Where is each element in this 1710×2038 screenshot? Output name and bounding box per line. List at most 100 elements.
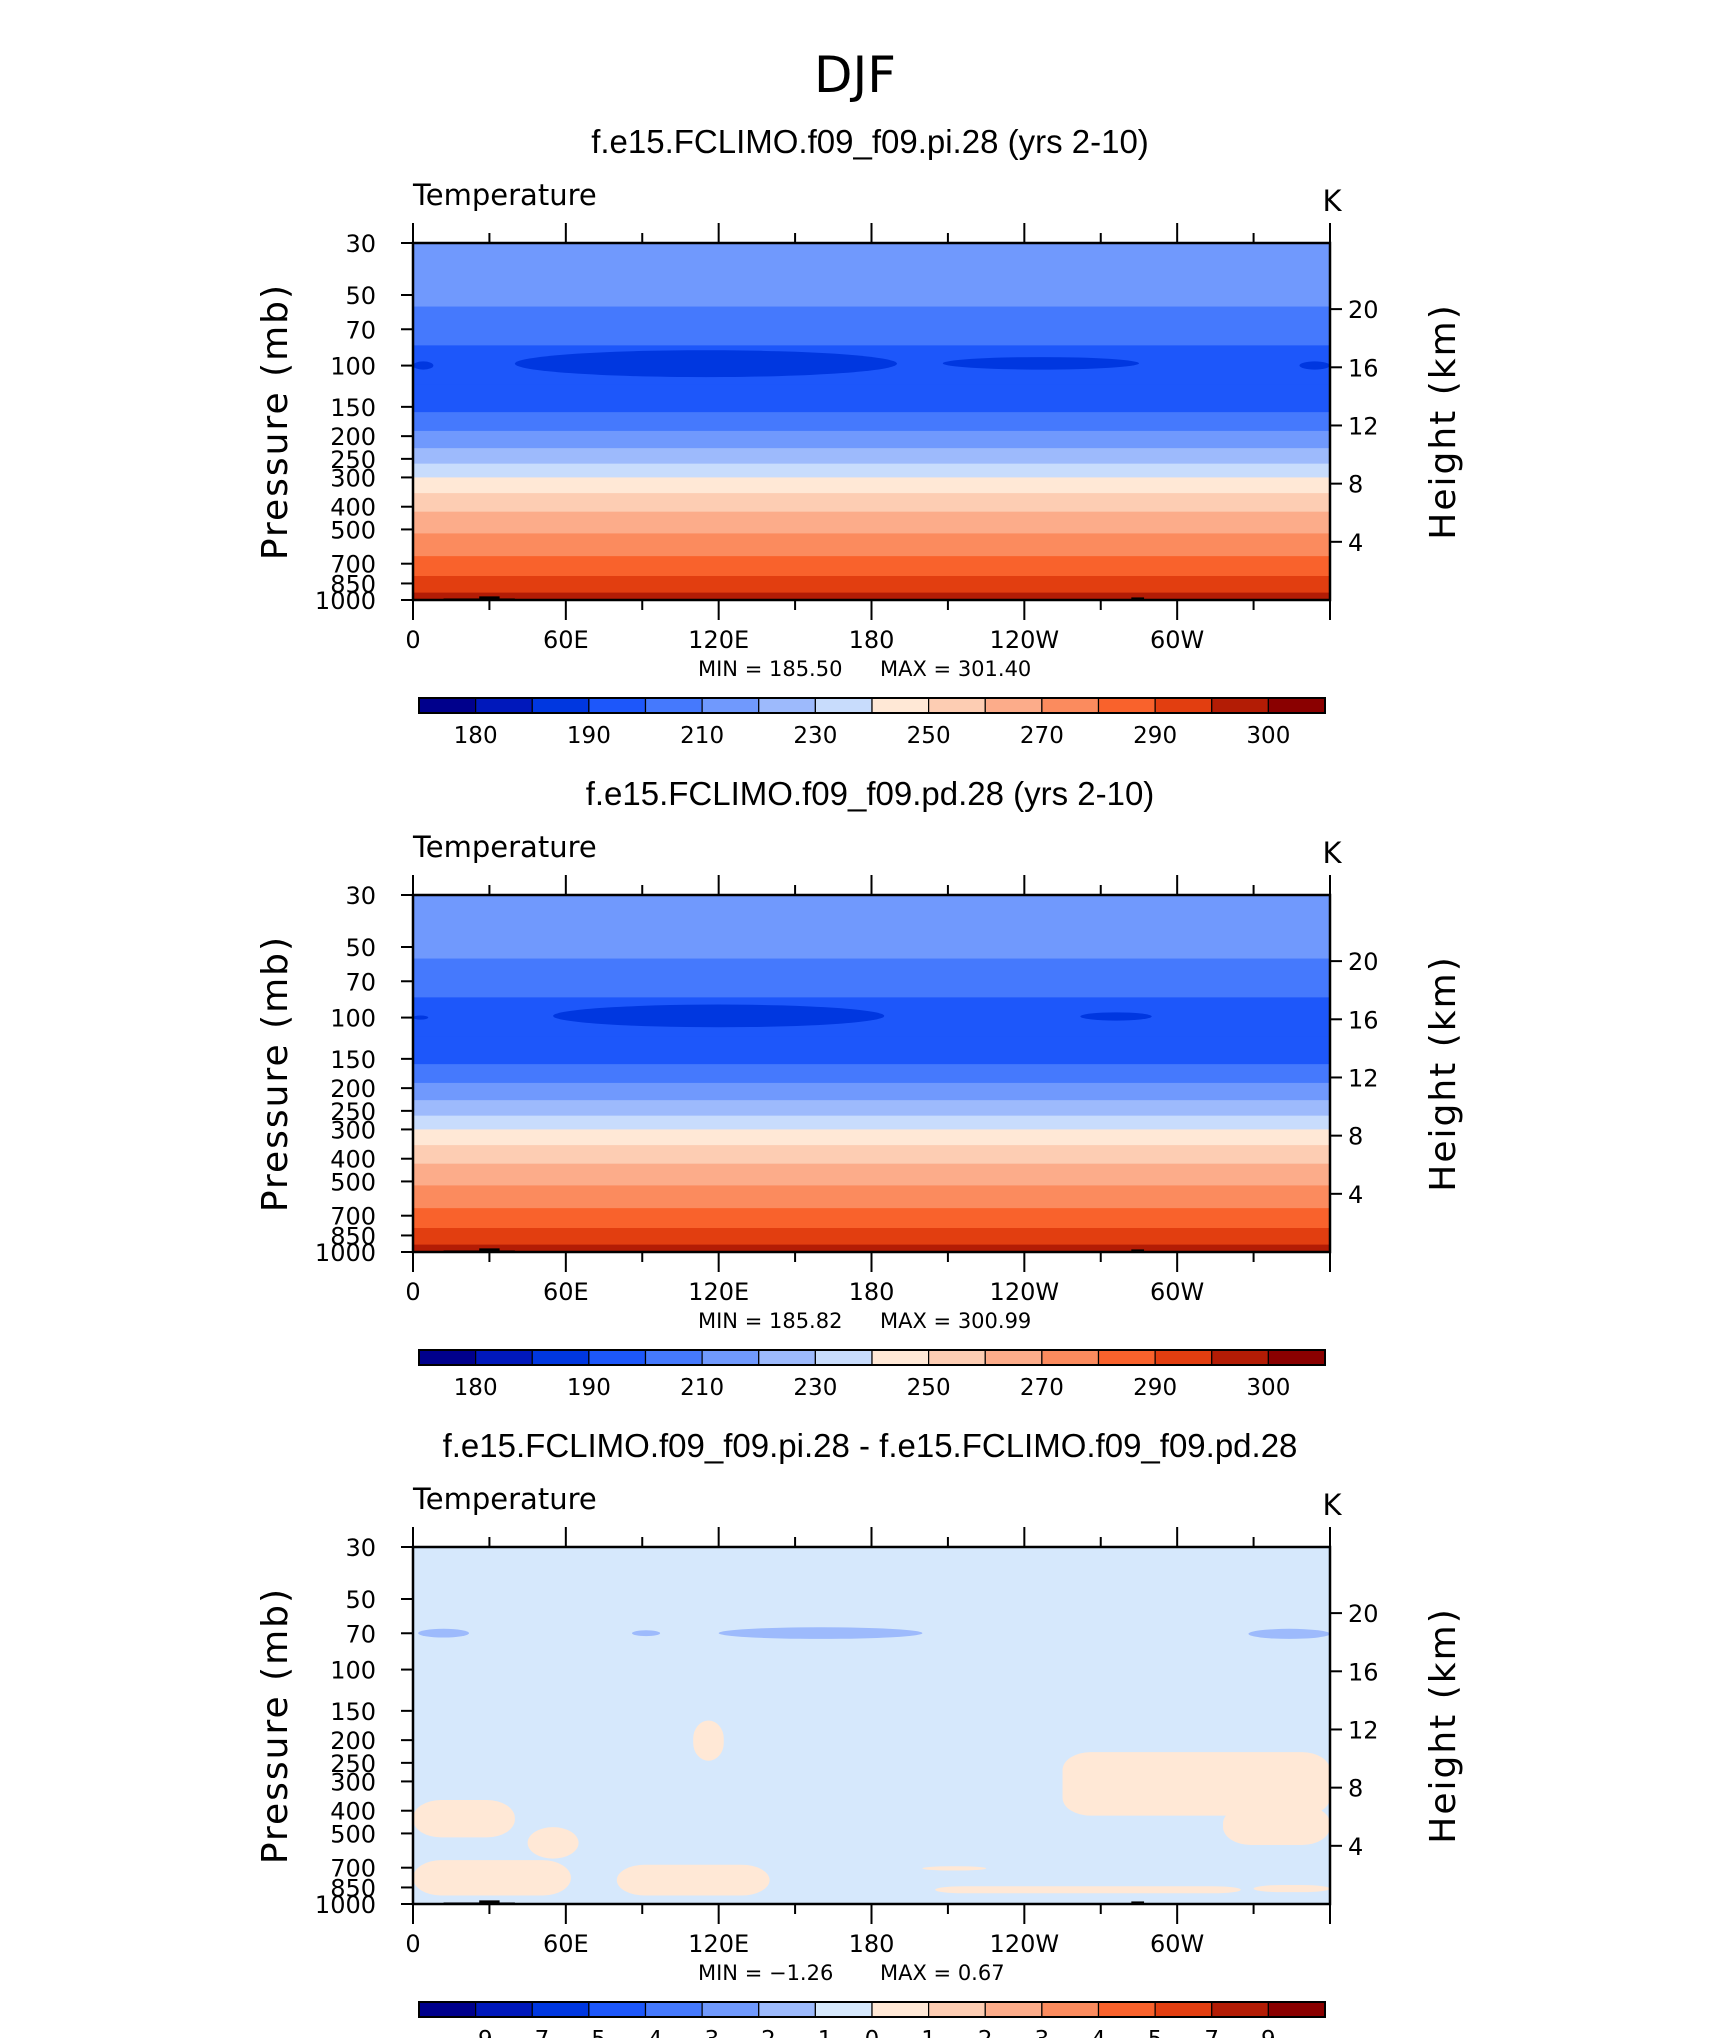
temperature-band bbox=[413, 384, 1330, 413]
y-axis-title: Pressure (mb) bbox=[255, 1587, 296, 1864]
colorbar-label: 180 bbox=[454, 1375, 498, 1401]
colorbar-label: 300 bbox=[1246, 1375, 1290, 1401]
negative-difference-patch bbox=[1248, 1628, 1330, 1639]
y-right-axis-title: Height (km) bbox=[1423, 1607, 1464, 1843]
y-tick-label: 250 bbox=[330, 446, 376, 474]
units-label: K bbox=[1322, 1488, 1342, 1522]
y-tick-label: 700 bbox=[330, 1855, 376, 1883]
colorbar-box bbox=[928, 2001, 986, 2018]
x-tick-label: 120E bbox=[688, 1278, 749, 1306]
colorbar-label: 180 bbox=[454, 723, 498, 749]
x-tick-label: 0 bbox=[405, 1930, 420, 1958]
colorbar-label: 290 bbox=[1133, 723, 1177, 749]
colorbar-label: 250 bbox=[907, 1375, 951, 1401]
colorbar-label: 290 bbox=[1133, 1375, 1177, 1401]
colorbar-box bbox=[1154, 2001, 1213, 2018]
x-tick-label: 60W bbox=[1150, 1278, 1204, 1306]
x-tick-label: 180 bbox=[849, 626, 895, 654]
y-right-tick-label: 4 bbox=[1348, 1181, 1363, 1209]
cold-pool bbox=[413, 361, 434, 370]
temperature-band bbox=[413, 1145, 1330, 1165]
colorbar-label: 7 bbox=[1204, 2027, 1219, 2038]
y-tick-label: 500 bbox=[330, 1168, 376, 1196]
temperature-band bbox=[413, 1185, 1330, 1209]
chart-panel-1: f.e15.FCLIMO.f09_f09.pi.28 (yrs 2-10) Tem… bbox=[255, 123, 1464, 749]
colorbar-box bbox=[531, 2001, 590, 2018]
positive-difference-patch bbox=[616, 1864, 770, 1896]
cold-pool bbox=[413, 1015, 429, 1020]
y-axis-title: Pressure (mb) bbox=[255, 283, 296, 560]
temperature-band bbox=[413, 511, 1330, 535]
temperature-band bbox=[413, 477, 1330, 494]
colorbar-box bbox=[871, 2001, 930, 2018]
colorbar-label: −1 bbox=[798, 2027, 832, 2038]
y-right-tick-label: 8 bbox=[1348, 471, 1363, 499]
y-tick-label: 300 bbox=[330, 1768, 376, 1796]
cold-pool bbox=[514, 350, 897, 378]
colorbar-label: 2 bbox=[978, 2027, 993, 2038]
colorbar-box bbox=[644, 2001, 703, 2018]
colorbar-box bbox=[1267, 2001, 1326, 2018]
temperature-band bbox=[413, 1228, 1330, 1246]
colorbar-label: 9 bbox=[1261, 2027, 1276, 2038]
y-tick-label: 70 bbox=[345, 968, 376, 996]
temperature-band bbox=[413, 576, 1330, 594]
colorbar-label: 0 bbox=[865, 2027, 880, 2038]
colorbar-box bbox=[814, 1349, 873, 1366]
y-tick-label: 50 bbox=[345, 282, 376, 310]
y-tick-label: 500 bbox=[330, 1820, 376, 1848]
x-tick-label: 120W bbox=[990, 626, 1060, 654]
colorbar-box bbox=[701, 2001, 760, 2018]
x-tick-label: 180 bbox=[849, 1278, 895, 1306]
temperature-band bbox=[413, 556, 1330, 577]
x-tick-label: 120E bbox=[688, 626, 749, 654]
y-right-tick-label: 16 bbox=[1348, 1006, 1379, 1034]
units-label: K bbox=[1322, 184, 1342, 218]
temperature-band bbox=[413, 277, 1330, 308]
colorbar-box bbox=[984, 697, 1043, 714]
y-tick-label: 150 bbox=[330, 394, 376, 422]
colorbar-box bbox=[701, 1349, 760, 1366]
colorbar-box bbox=[1097, 697, 1156, 714]
colorbar-label: 5 bbox=[1148, 2027, 1163, 2038]
negative-difference-patch bbox=[632, 1630, 661, 1637]
y-tick-label: 250 bbox=[330, 1750, 376, 1778]
temperature-band bbox=[413, 1100, 1330, 1117]
y-tick-label: 200 bbox=[330, 1727, 376, 1755]
y-tick-label: 1000 bbox=[315, 1891, 376, 1919]
x-tick-label: 180 bbox=[849, 1930, 895, 1958]
x-tick-label: 120W bbox=[990, 1278, 1060, 1306]
y-right-tick-label: 8 bbox=[1348, 1775, 1363, 1803]
contour-field bbox=[413, 895, 1330, 1252]
colorbar-label: 210 bbox=[680, 1375, 724, 1401]
y-tick-label: 700 bbox=[330, 1203, 376, 1231]
x-tick-label: 60E bbox=[543, 626, 589, 654]
positive-difference-patch bbox=[413, 1860, 571, 1896]
x-tick-label: 0 bbox=[405, 1278, 420, 1306]
temperature-band bbox=[413, 1036, 1330, 1065]
y-tick-label: 1000 bbox=[315, 587, 376, 615]
colorbar-box bbox=[1041, 1349, 1100, 1366]
temperature-band bbox=[413, 1163, 1330, 1187]
x-tick-label: 120W bbox=[990, 1930, 1060, 1958]
colorbar-box bbox=[531, 1349, 590, 1366]
y-tick-label: 30 bbox=[345, 882, 376, 910]
temperature-band bbox=[413, 958, 1330, 998]
y-tick-label: 400 bbox=[330, 1798, 376, 1826]
colorbar-box bbox=[758, 1349, 816, 1366]
min-label: MIN = 185.82 bbox=[698, 1309, 842, 1333]
colorbar-label: 230 bbox=[793, 723, 837, 749]
colorbar-box bbox=[475, 2001, 533, 2018]
temperature-band bbox=[413, 1115, 1330, 1131]
topography-mask bbox=[479, 1900, 500, 1904]
colorbar-label: 230 bbox=[793, 1375, 837, 1401]
colorbar-box bbox=[1267, 697, 1326, 714]
colorbar-box bbox=[871, 1349, 930, 1366]
x-tick-label: 60W bbox=[1150, 1930, 1204, 1958]
temperature-band bbox=[413, 412, 1330, 432]
topography-mask bbox=[1131, 1901, 1145, 1904]
y-tick-label: 250 bbox=[330, 1098, 376, 1126]
y-right-tick-label: 20 bbox=[1348, 948, 1379, 976]
y-tick-label: 100 bbox=[330, 1005, 376, 1033]
colorbar-box bbox=[701, 697, 760, 714]
